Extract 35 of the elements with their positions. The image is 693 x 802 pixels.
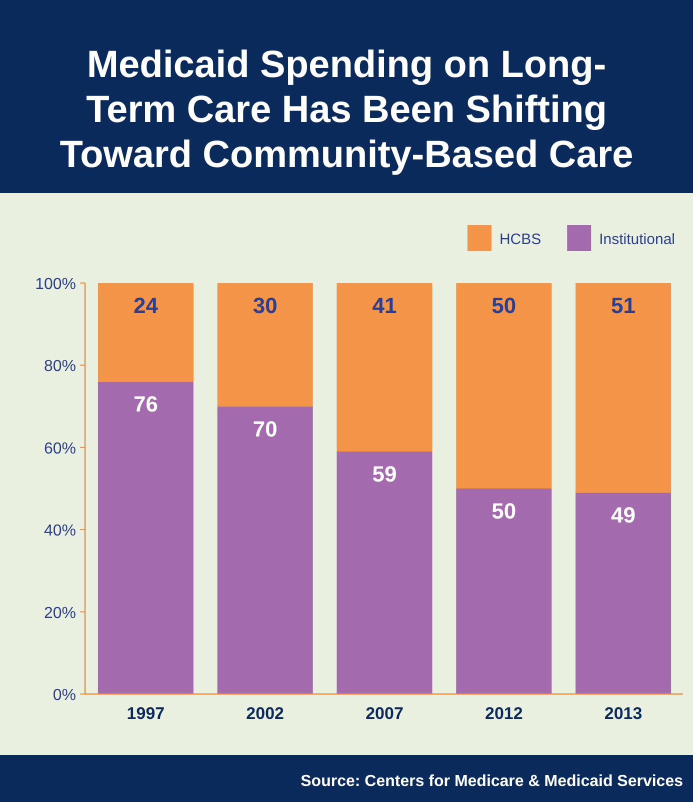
data-label: 51 bbox=[611, 293, 636, 318]
bar bbox=[456, 283, 552, 488]
x-tick-label: 2002 bbox=[246, 704, 284, 723]
bar bbox=[576, 283, 672, 493]
data-label: 49 bbox=[611, 502, 636, 528]
data-label: 76 bbox=[133, 392, 158, 417]
bar bbox=[217, 406, 313, 694]
x-tick-label: 2012 bbox=[484, 704, 523, 723]
source-note: Source: Centers for Medicare & Medicaid Services bbox=[300, 773, 684, 790]
bar bbox=[576, 492, 672, 694]
bar bbox=[217, 283, 313, 406]
bar bbox=[98, 283, 194, 382]
data-label: 70 bbox=[252, 416, 278, 442]
data-label: 30 bbox=[252, 293, 278, 318]
legend-label: Institutional bbox=[599, 231, 676, 248]
x-tick-label: 2013 bbox=[604, 704, 642, 723]
y-tick-label: 80% bbox=[44, 358, 76, 376]
x-tick-label: 2007 bbox=[366, 704, 404, 723]
x-tick-label: 1997 bbox=[126, 704, 165, 723]
y-tick-label: 40% bbox=[44, 522, 76, 540]
bar bbox=[456, 488, 552, 694]
bar bbox=[336, 452, 432, 694]
chart-title: Medicaid Spending on Long-Term Care Has Been Shifting Toward Community-Based Care bbox=[60, 44, 634, 176]
y-tick-label: 60% bbox=[44, 440, 76, 458]
data-label: 24 bbox=[133, 293, 159, 318]
data-label: 50 bbox=[492, 498, 516, 524]
legend-label: HCBS bbox=[499, 231, 542, 248]
y-tick-label: 0% bbox=[52, 687, 76, 704]
bar bbox=[336, 283, 432, 452]
bar bbox=[98, 382, 194, 694]
y-tick-label: 20% bbox=[44, 604, 76, 622]
data-label: 50 bbox=[492, 293, 516, 318]
y-tick-label: 100% bbox=[35, 276, 76, 293]
data-label: 59 bbox=[372, 462, 397, 487]
data-label: 41 bbox=[372, 293, 397, 318]
